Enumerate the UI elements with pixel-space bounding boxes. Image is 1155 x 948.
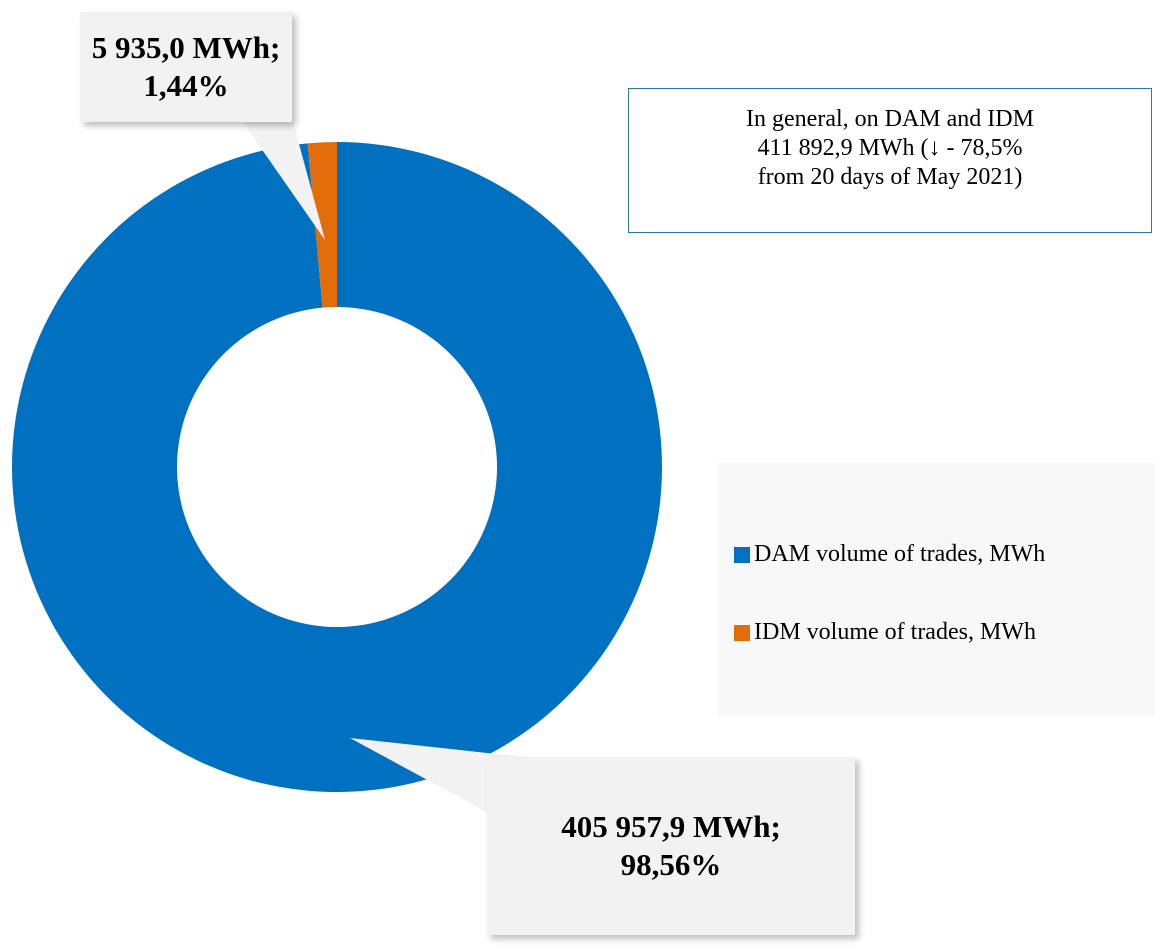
legend: DAM volume of trades, MWh IDM volume of t… bbox=[718, 463, 1155, 715]
legend-item: IDM volume of trades, MWh bbox=[734, 619, 1036, 646]
annotation-line: from 20 days of May 2021) bbox=[757, 164, 1023, 190]
legend-swatch bbox=[734, 546, 750, 563]
annotation: In general, on DAM and IDM 411 892,9 MWh… bbox=[628, 88, 1152, 233]
annotation-line: 411 892,9 MWh (↓ - 78,5% bbox=[757, 135, 1023, 161]
donut-slice bbox=[12, 142, 663, 793]
donut-slice bbox=[307, 142, 337, 308]
legend-item: DAM volume of trades, MWh bbox=[734, 541, 1045, 568]
legend-swatch bbox=[734, 624, 750, 641]
annotation-line: In general, on DAM and IDM bbox=[746, 106, 1034, 132]
data-label: 405 957,9 MWh; 98,56% bbox=[487, 757, 855, 935]
callout-pointer bbox=[240, 118, 325, 240]
data-label: 5 935,0 MWh; 1,44% bbox=[80, 12, 292, 122]
legend-label: DAM volume of trades, MWh bbox=[754, 541, 1046, 567]
legend-label: IDM volume of trades, MWh bbox=[754, 619, 1036, 645]
